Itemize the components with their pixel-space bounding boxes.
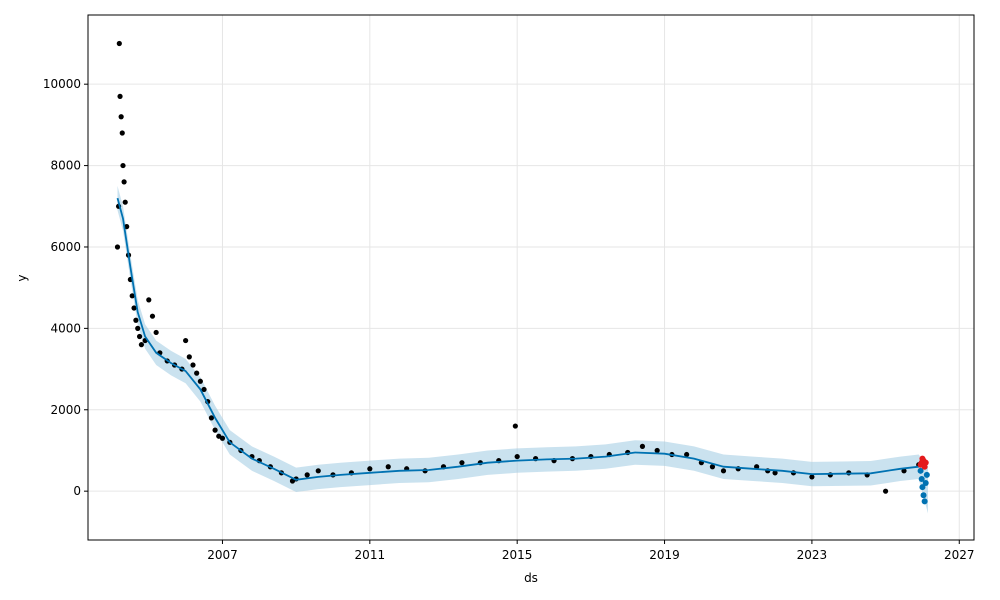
observed-point <box>131 305 137 311</box>
y-axis-label: y <box>15 274 29 281</box>
future-forecast-point <box>921 498 928 505</box>
observed-point <box>901 468 907 474</box>
y-tick-label: 4000 <box>50 321 81 335</box>
observed-point <box>197 378 203 384</box>
observed-point <box>208 415 215 421</box>
observed-point <box>385 464 391 470</box>
observed-point <box>119 130 125 136</box>
x-tick-label: 2011 <box>355 548 386 562</box>
observed-point <box>149 313 156 319</box>
observed-point <box>720 468 727 474</box>
forecast-line-path <box>116 197 919 481</box>
x-tick-label: 2007 <box>207 548 238 562</box>
observed-point <box>194 370 200 376</box>
future-forecast-point <box>918 475 925 482</box>
observed-point <box>754 464 760 470</box>
observed-point <box>138 342 145 348</box>
observed-point <box>122 199 128 205</box>
observed-point <box>116 40 122 47</box>
observed-point <box>153 329 159 336</box>
test-points <box>917 455 929 470</box>
observed-point <box>114 244 121 250</box>
observed-point <box>118 114 124 120</box>
future-forecast-point <box>923 471 930 478</box>
y-axis-ticks: 0 2000 4000 6000 8000 10000 <box>43 77 88 498</box>
observed-point <box>512 423 518 429</box>
y-tick-label: 6000 <box>50 240 81 254</box>
observed-point <box>120 162 126 169</box>
observed-point <box>117 93 123 99</box>
observed-point <box>186 354 192 360</box>
observed-point <box>219 435 226 441</box>
observed-point <box>304 472 310 478</box>
observed-point <box>367 466 373 472</box>
observed-point <box>136 333 143 340</box>
x-tick-label: 2023 <box>797 548 828 562</box>
y-tick-label: 8000 <box>50 159 81 173</box>
observed-point <box>882 488 889 494</box>
plot-frame <box>87 14 975 541</box>
observed-point <box>684 451 690 458</box>
x-tick-label: 2019 <box>649 548 680 562</box>
observed-point <box>129 293 135 299</box>
forecast-line <box>116 197 919 481</box>
observed-point <box>709 464 716 470</box>
observed-point <box>639 443 646 449</box>
future-forecast-point <box>919 484 926 491</box>
future-forecast-point <box>917 467 924 474</box>
observed-point <box>135 325 141 331</box>
future-forecast-point <box>922 480 929 487</box>
test-point <box>922 459 929 466</box>
grid <box>88 15 974 540</box>
x-tick-label: 2027 <box>944 548 975 562</box>
x-tick-label: 2015 <box>502 548 533 562</box>
observed-point <box>772 470 778 476</box>
observed-point <box>654 447 660 454</box>
uncertainty-band <box>117 185 928 514</box>
future-forecast-point <box>920 492 927 499</box>
x-axis-ticks: 2007 2011 2015 2019 2023 2027 <box>207 540 975 562</box>
observed-point <box>212 427 218 433</box>
x-axis-label: ds <box>524 571 538 585</box>
observed-point <box>190 362 196 368</box>
observed-point <box>315 468 321 474</box>
observed-point <box>809 474 815 480</box>
future-forecast-points <box>917 467 930 505</box>
y-tick-label: 2000 <box>50 403 81 417</box>
observed-point <box>124 224 130 230</box>
y-tick-label: 10000 <box>43 77 81 91</box>
observed-point <box>459 460 465 466</box>
observed-point <box>514 453 520 460</box>
uncertainty-band-area <box>117 185 928 514</box>
observed-point <box>146 297 152 303</box>
y-tick-label: 0 <box>73 484 81 498</box>
observed-point <box>201 386 207 393</box>
observed-point <box>133 317 139 323</box>
observed-point <box>121 179 127 185</box>
observed-point <box>183 337 189 344</box>
